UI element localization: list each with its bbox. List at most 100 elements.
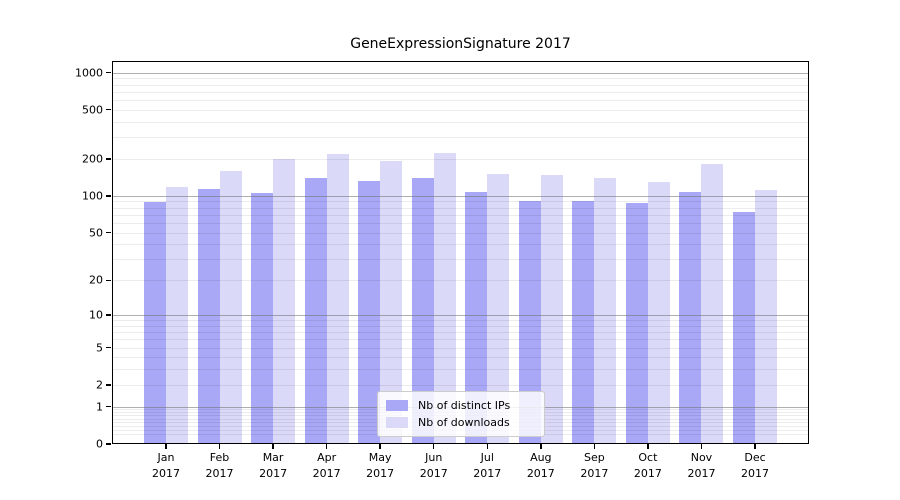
x-axis-tick-label: Nov 2017: [687, 451, 716, 480]
y-axis-tick-label: 10: [89, 308, 103, 322]
x-axis-tick-label: Sep 2017: [580, 451, 609, 480]
x-axis-tick-label: May 2017: [366, 451, 395, 480]
y-axis-tick-label: 50: [89, 226, 103, 240]
grid-line-major: [112, 195, 809, 197]
y-axis-tick: [106, 109, 111, 111]
x-axis-tick: [272, 444, 274, 449]
bar-downloads: [594, 178, 617, 444]
x-axis-tick-label: Jul 2017: [473, 451, 502, 480]
grid-line-minor: [112, 332, 809, 334]
legend-swatch-downloads: [386, 417, 408, 428]
x-axis-tick: [218, 444, 221, 449]
bar-downloads: [487, 173, 510, 444]
grid-line-minor: [112, 214, 809, 216]
y-axis-tick-label: 500: [82, 103, 103, 117]
y-axis-tick-label: 100: [82, 189, 103, 203]
grid-line-minor: [112, 201, 809, 203]
grid-line-minor: [112, 91, 809, 93]
bar-distinct-ips: [251, 192, 274, 444]
bar-distinct-ips: [411, 177, 434, 444]
grid-line-minor: [112, 207, 809, 209]
x-axis-tick-label: Apr 2017: [312, 451, 341, 480]
x-axis-tick: [540, 444, 542, 449]
bar-downloads: [219, 171, 242, 444]
bar-downloads: [326, 154, 349, 444]
x-axis-tick: [379, 444, 381, 449]
bar-distinct-ips: [679, 192, 702, 444]
grid-line-minor: [112, 369, 809, 371]
bar-distinct-ips: [144, 202, 166, 444]
y-axis-tick-label: 0: [96, 437, 103, 451]
x-axis-tick: [486, 444, 488, 449]
y-axis-tick: [106, 279, 111, 281]
legend-swatch-distinct-ips: [386, 400, 408, 411]
x-axis-tick-label: Dec 2017: [741, 451, 769, 480]
bar-distinct-ips: [197, 189, 220, 444]
y-axis-tick: [106, 406, 111, 408]
bar-distinct-ips: [465, 191, 488, 444]
bar-distinct-ips: [625, 202, 648, 444]
bar-downloads: [540, 174, 563, 444]
x-axis-tick-label: Mar 2017: [259, 451, 288, 480]
chart-title: GeneExpressionSignature 2017: [350, 36, 571, 52]
bar-distinct-ips: [518, 201, 541, 444]
grid-line-minor: [112, 232, 809, 234]
x-axis-tick: [165, 444, 167, 449]
grid-line-minor: [112, 357, 809, 359]
grid-line-minor: [112, 78, 809, 80]
legend-label-distinct-ips: Nb of distinct IPs: [418, 399, 511, 412]
grid-line-minor: [112, 222, 809, 224]
bar-downloads: [647, 182, 670, 444]
y-axis-tick-label: 20: [89, 273, 103, 287]
grid-line-minor: [112, 109, 809, 111]
x-axis-tick: [433, 444, 435, 449]
y-axis-tick: [106, 314, 111, 316]
x-axis-tick-label: Oct 2017: [633, 451, 662, 480]
y-axis-tick-label: 1: [96, 400, 103, 414]
grid-line-minor: [112, 121, 809, 123]
grid-line-major: [112, 72, 809, 74]
y-axis-tick: [106, 346, 111, 349]
bar-downloads: [380, 160, 403, 444]
y-axis-tick: [106, 195, 111, 197]
x-axis-tick-label: Jun 2017: [419, 451, 448, 480]
grid-line-minor: [112, 158, 809, 160]
plot-frame: [112, 61, 809, 444]
y-axis-tick-label: 2: [96, 378, 103, 392]
grid-line-minor: [112, 99, 809, 101]
bar-downloads: [433, 153, 456, 444]
legend-row-distinct-ips: Nb of distinct IPs: [386, 399, 544, 412]
grid-line-minor: [112, 320, 809, 322]
y-axis-tick: [106, 443, 111, 445]
bar-distinct-ips: [572, 200, 595, 444]
grid-line-major: [112, 315, 809, 317]
y-axis-tick: [106, 231, 111, 234]
bar-distinct-ips: [358, 181, 381, 444]
grid-line-minor: [112, 339, 809, 341]
grid-line-minor: [112, 84, 809, 86]
x-axis-tick-label: Aug 2017: [526, 451, 555, 480]
grid-line-minor: [112, 137, 809, 139]
x-axis-tick-label: Feb 2017: [205, 451, 234, 480]
grid-line-minor: [112, 259, 809, 261]
bar-distinct-ips: [733, 211, 755, 444]
x-axis-tick: [754, 444, 756, 449]
grid-line-minor: [112, 280, 809, 282]
y-axis-tick-label: 5: [96, 341, 103, 355]
grid-line-minor: [112, 244, 809, 246]
grid-line-minor: [112, 384, 809, 386]
legend-row-downloads: Nb of downloads: [386, 416, 544, 429]
grid-line-minor: [112, 325, 809, 327]
x-axis-tick: [700, 444, 703, 449]
x-axis-tick: [325, 444, 328, 449]
grid-line-minor: [112, 347, 809, 349]
x-axis-tick: [593, 444, 596, 449]
bar-downloads: [273, 159, 296, 444]
bar-downloads: [755, 190, 777, 444]
bar-downloads: [701, 164, 724, 444]
x-axis-tick-label: Jan 2017: [152, 451, 180, 480]
legend: Nb of distinct IPs Nb of downloads: [377, 391, 545, 437]
y-axis-tick: [106, 158, 111, 160]
y-axis-tick: [106, 384, 111, 386]
